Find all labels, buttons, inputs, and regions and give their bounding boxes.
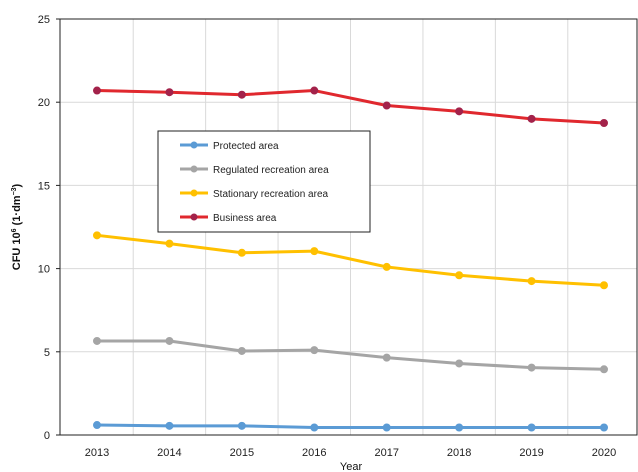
data-point (382, 353, 391, 362)
data-point (527, 363, 536, 372)
data-point (237, 248, 246, 257)
x-tick-label: 2017 (374, 447, 398, 459)
data-point (455, 107, 464, 116)
series-business-area (93, 86, 608, 127)
data-point (527, 423, 536, 432)
x-tick-label: 2018 (447, 447, 471, 459)
series-line (95, 423, 606, 430)
data-point (237, 421, 246, 430)
data-point (455, 359, 464, 368)
data-point (93, 231, 101, 240)
y-axis-ticks: 0 5 10 15 20 25 (38, 14, 60, 442)
legend-item: Regulated recreation area (180, 165, 329, 176)
data-point (93, 336, 101, 345)
y-axis-title: CFU 106 (1·dm−3) (11, 183, 23, 270)
legend-label: Regulated recreation area (213, 165, 329, 176)
legend-item: Protected area (180, 141, 279, 152)
data-point (237, 346, 246, 355)
legend: Protected area Regulated recreation area S… (157, 130, 371, 233)
legend-label: Business area (213, 213, 277, 224)
data-point (165, 88, 174, 97)
x-tick-label: 2013 (85, 447, 109, 459)
data-point (527, 114, 536, 123)
data-point (600, 119, 608, 127)
x-tick-label: 2020 (592, 447, 616, 459)
series-line (95, 233, 606, 287)
data-point (310, 423, 319, 432)
y-tick-label: 5 (44, 347, 50, 359)
y-tick-label: 15 (38, 180, 50, 192)
legend-label: Protected area (213, 141, 279, 152)
x-tick-label: 2016 (302, 447, 326, 459)
data-point (382, 262, 391, 271)
y-tick-label: 20 (38, 97, 50, 109)
data-point (310, 86, 319, 95)
data-point (600, 281, 608, 290)
data-point (600, 423, 608, 432)
data-point (93, 86, 101, 95)
data-point (310, 346, 319, 355)
data-point (382, 101, 391, 110)
series-line (95, 89, 606, 125)
legend-swatch-marker (190, 165, 198, 173)
x-axis-title: Year (340, 461, 363, 472)
data-point (165, 421, 174, 430)
legend-label: Stationary recreation area (213, 189, 329, 200)
data-point (527, 277, 536, 286)
data-point (165, 336, 174, 345)
data-point (165, 239, 174, 248)
legend-item: Business area (180, 213, 277, 224)
series-line (95, 339, 606, 371)
plot-frame (59, 18, 638, 436)
series-lines (93, 86, 608, 432)
x-tick-label: 2015 (230, 447, 254, 459)
series-stationary-recreation-area (93, 231, 608, 290)
x-axis-ticks: 2013 2014 2015 2016 2017 2018 2019 2020 (85, 447, 616, 459)
y-tick-label: 10 (38, 264, 50, 276)
x-tick-label: 2019 (519, 447, 543, 459)
data-point (382, 423, 391, 432)
data-point (455, 423, 464, 432)
data-point (455, 271, 464, 280)
x-tick-label: 2014 (157, 447, 181, 459)
legend-item: Stationary recreation area (180, 189, 329, 200)
legend-swatch-marker (190, 141, 198, 149)
y-tick-label: 25 (38, 14, 50, 26)
legend-items: Protected area Regulated recreation area S… (180, 141, 329, 224)
data-point (93, 421, 101, 430)
series-protected-area (93, 421, 608, 432)
data-point (600, 365, 608, 374)
y-tick-label: 0 (44, 430, 50, 442)
legend-swatch-marker (190, 189, 198, 197)
data-point (237, 90, 246, 99)
legend-swatch-marker (190, 213, 198, 221)
data-point (310, 247, 319, 256)
series-regulated-recreation-area (93, 336, 608, 374)
